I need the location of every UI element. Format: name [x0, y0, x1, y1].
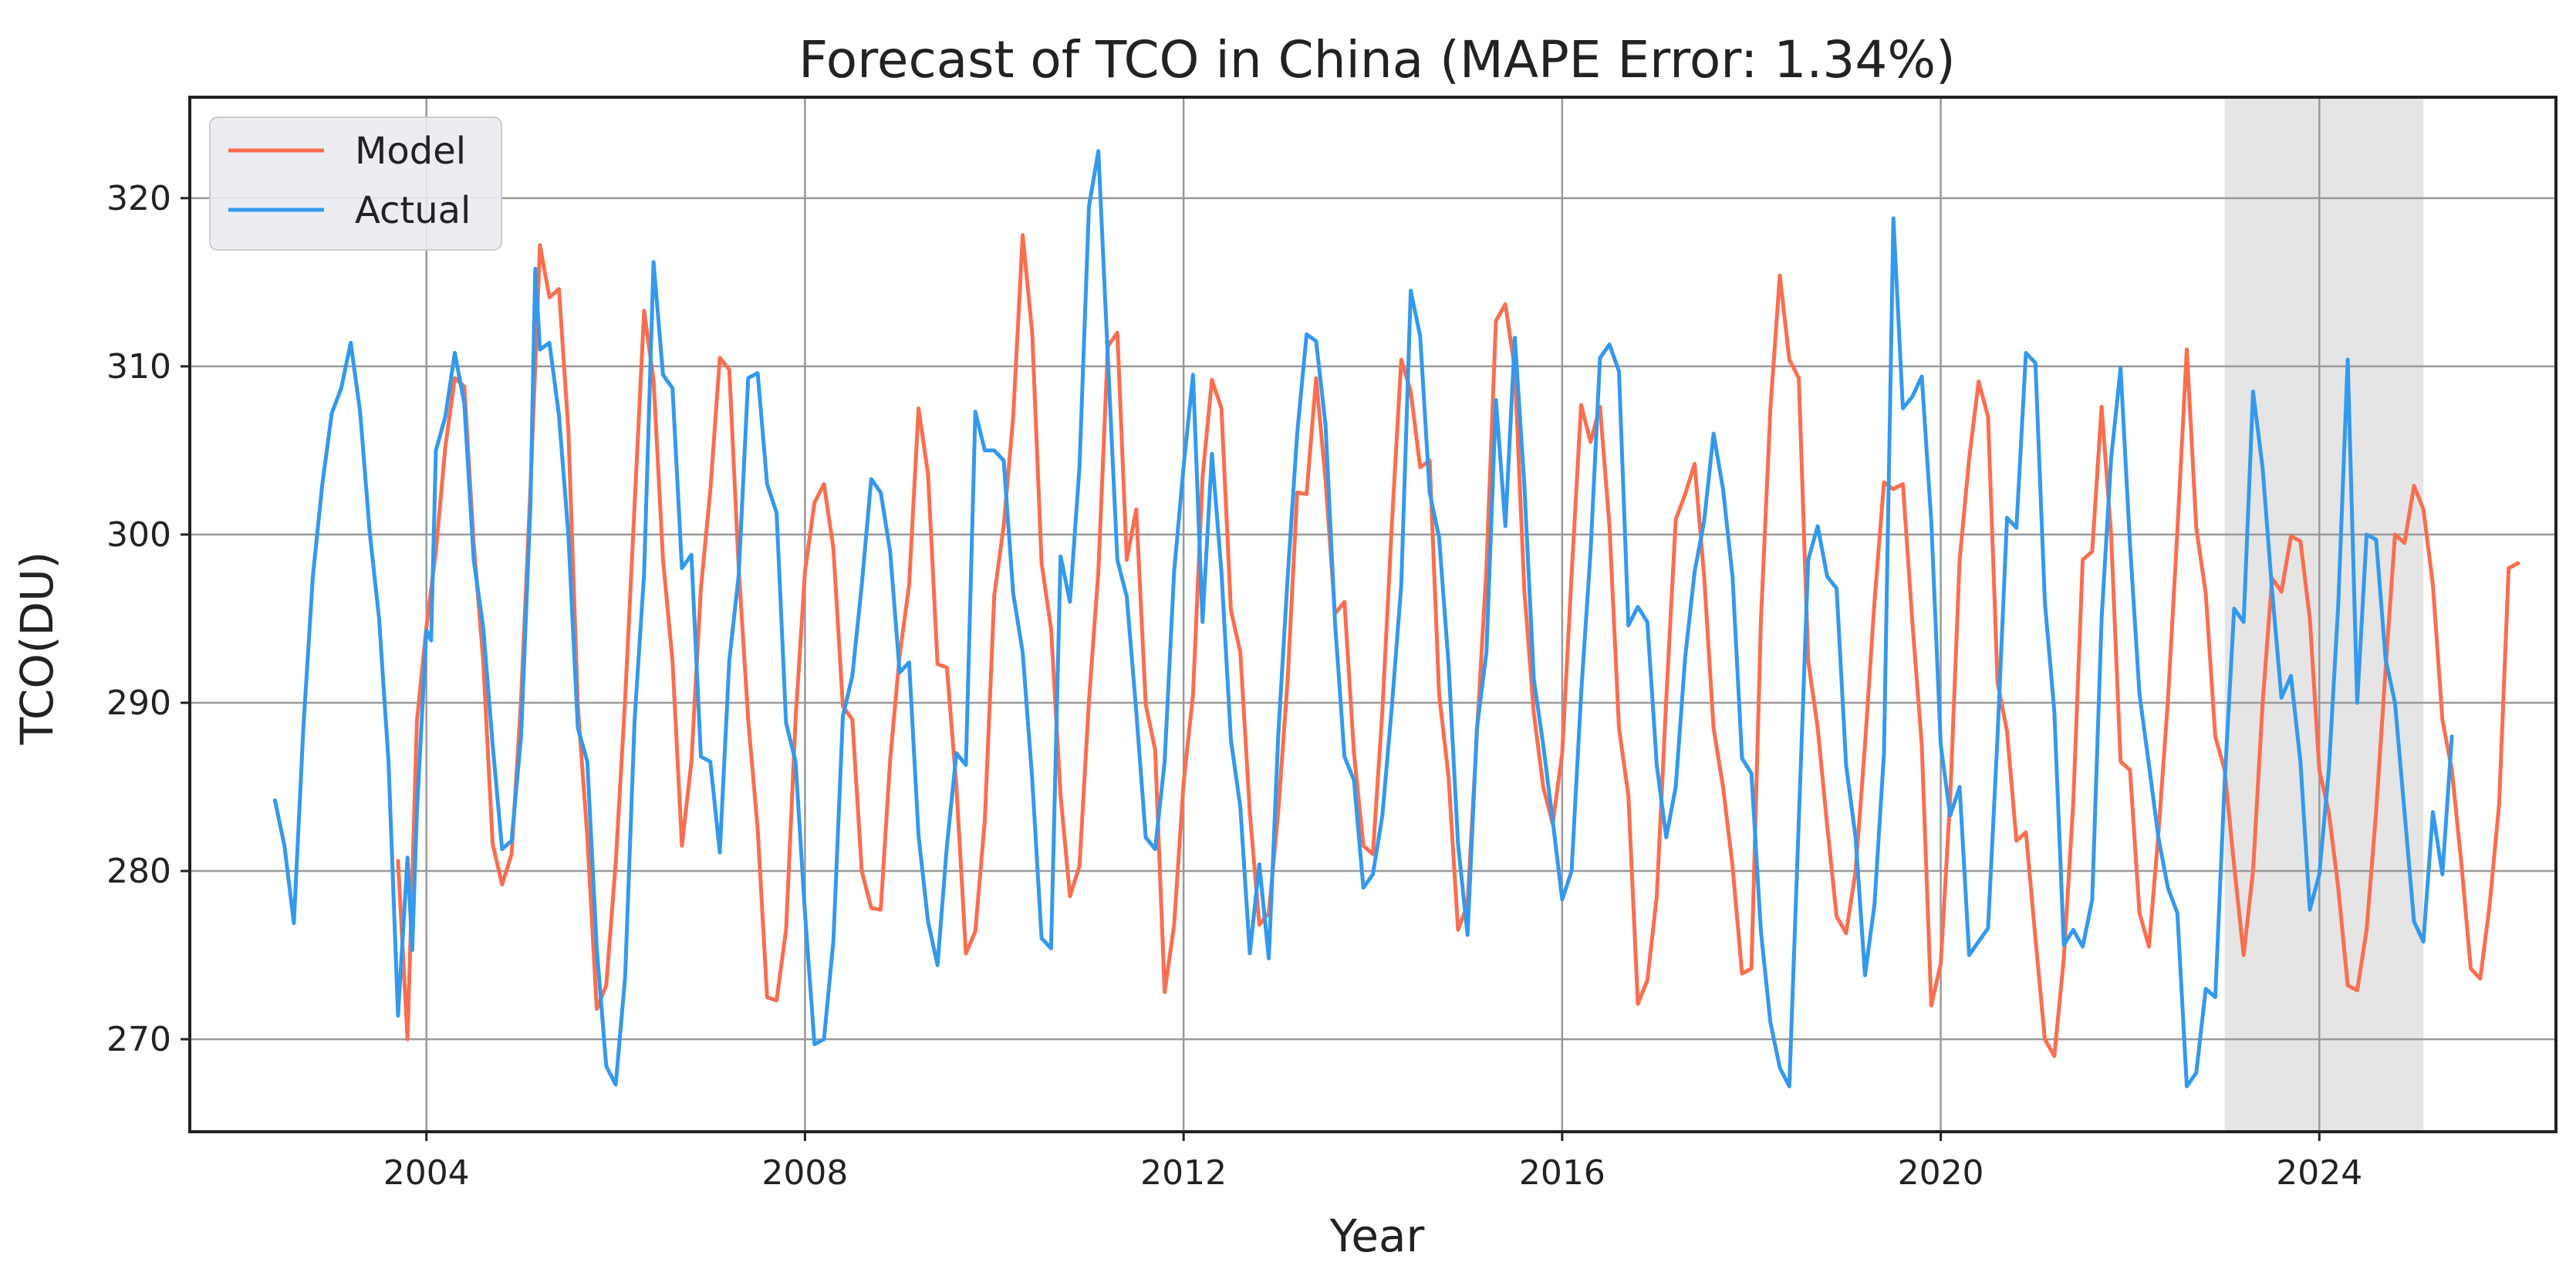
x-tick-label: 2024 — [2276, 1153, 2362, 1193]
x-tick-label: 2012 — [1140, 1153, 1227, 1193]
chart-title: Forecast of TCO in China (MAPE Error: 1.… — [798, 30, 1956, 89]
plot-frame — [188, 96, 2557, 1133]
x-axis-label: Year — [1329, 1210, 1425, 1262]
legend-model-label: Model — [355, 130, 466, 173]
x-tick-label: 2016 — [1519, 1153, 1605, 1193]
x-tick-label: 2008 — [761, 1153, 848, 1193]
series-line-model — [396, 233, 2520, 1058]
y-tick-label: 270 — [106, 1020, 171, 1059]
y-axis-label: TCO(DU) — [11, 552, 63, 746]
legend: Model Actual — [209, 116, 502, 251]
series-lines — [272, 149, 2520, 1089]
series-line-actual — [272, 149, 2454, 1089]
forecast-region — [2224, 97, 2424, 1132]
x-axis-ticks: 2004 2008 2012 2016 2020 2024 — [383, 1132, 2362, 1193]
y-tick-label: 290 — [106, 684, 171, 723]
y-tick-label: 280 — [106, 852, 171, 891]
x-tick-label: 2020 — [1898, 1153, 1984, 1193]
legend-actual-label: Actual — [355, 189, 471, 232]
plot-area — [188, 96, 2557, 1133]
y-tick-label: 300 — [106, 515, 171, 555]
y-axis-ticks: 270 280 290 300 310 320 — [106, 179, 190, 1059]
y-tick-label: 310 — [106, 347, 171, 387]
y-tick-label: 320 — [106, 179, 171, 218]
x-tick-label: 2004 — [383, 1153, 470, 1193]
